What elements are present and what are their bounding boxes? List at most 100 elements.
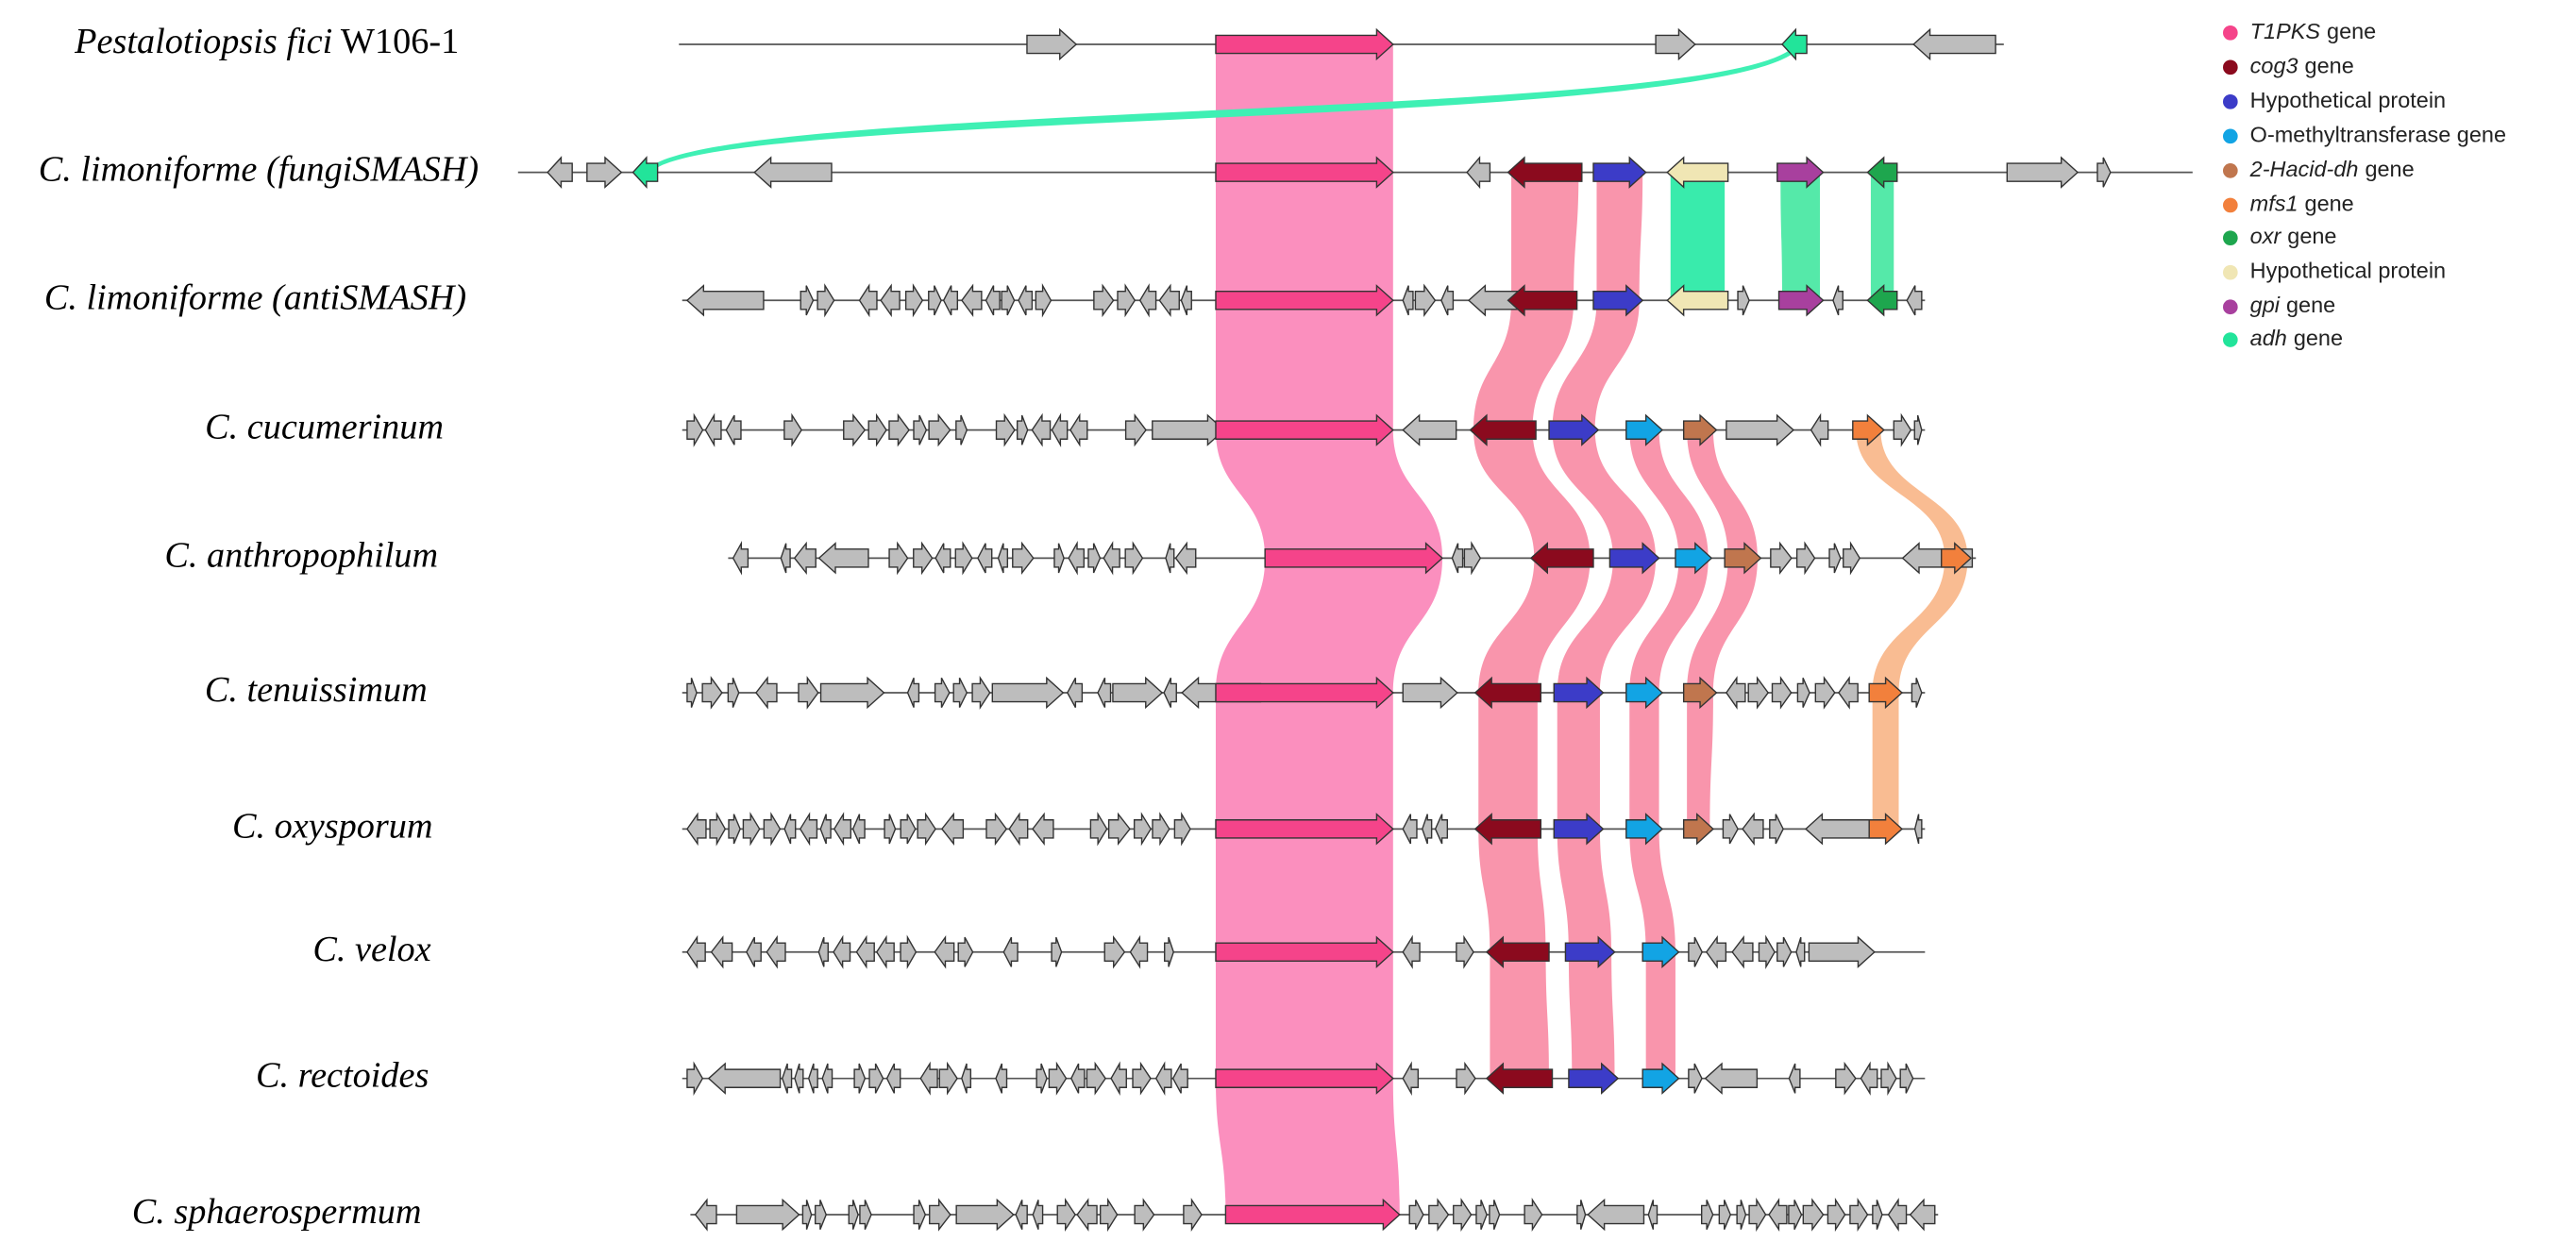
homology-ribbon (1557, 558, 1657, 693)
gene-arrow (1828, 543, 1842, 574)
species-label: C. cucumerinum (205, 407, 444, 446)
homology-ribbon (1670, 172, 1726, 301)
gene-arrow (1051, 412, 1069, 447)
species-name: C. rectoides (256, 1055, 429, 1095)
legend-swatch (2222, 128, 2238, 144)
cluster-gene (1868, 813, 1904, 846)
gene-arrow (701, 676, 723, 710)
homology-ribbon (1511, 172, 1579, 301)
gene-arrow (1001, 285, 1016, 316)
gene-arrow (1133, 812, 1152, 847)
legend-swatch (2222, 264, 2238, 280)
gene-arrow (2096, 157, 2112, 188)
gene-arrow (547, 156, 573, 190)
gene-arrow (1016, 414, 1029, 445)
homology-ribbon (1557, 829, 1612, 952)
gene-arrow (843, 413, 867, 447)
gene-arrow (1031, 412, 1052, 447)
gene-arrow (1748, 1197, 1767, 1233)
gene-arrow (1434, 814, 1449, 845)
legend-label: mfs1 gene (2250, 192, 2354, 216)
gene-arrow (961, 1063, 972, 1094)
pks-gene (1215, 27, 1394, 61)
gene-arrow (1849, 1198, 1869, 1233)
gene-arrow (1402, 285, 1414, 316)
gene-arrow (1008, 812, 1029, 847)
gene-arrow (868, 1063, 884, 1094)
gene-arrow (1402, 1061, 1420, 1096)
cluster-gene (1553, 813, 1605, 846)
legend-label: Hypothetical protein (2250, 259, 2446, 283)
gene-arrow (821, 1063, 833, 1094)
gene-arrow (1722, 814, 1739, 845)
gene-arrow (686, 1061, 704, 1096)
species-name: C. velox (312, 930, 430, 969)
gene-arrow (855, 934, 875, 969)
cluster-gene (631, 156, 659, 190)
species-name: C. limoniforme (fungiSMASH) (39, 149, 479, 189)
gene-arrow (957, 936, 974, 967)
gene-arrow (1069, 412, 1088, 447)
gene-arrow (1097, 678, 1112, 708)
homology-ribbon (1215, 429, 1442, 559)
cluster-gene (1675, 542, 1713, 575)
species-label: C. rectoides (256, 1055, 429, 1095)
gene-arrow (1647, 1200, 1658, 1230)
gene-arrow (1776, 936, 1793, 967)
gene-arrow (808, 1063, 818, 1094)
cluster-gene (1666, 284, 1729, 317)
species-name: C. limoniforme (antiSMASH) (44, 277, 466, 317)
legend-text: Hypothetical protein (2250, 88, 2446, 112)
gene-arrow (961, 283, 983, 318)
gene-arrow (1414, 283, 1437, 318)
gene-arrow (942, 285, 959, 316)
gene-arrow (1832, 285, 1844, 316)
homology-ribbon (1856, 429, 1968, 559)
gene-arrow (746, 936, 762, 967)
gene-arrow (1067, 677, 1084, 708)
species-name: C. tenuissimum (205, 670, 428, 710)
gene-arrow (1726, 413, 1795, 446)
gene-arrow (1408, 1200, 1424, 1231)
pks-gene (1224, 1198, 1401, 1232)
cluster-gene (1564, 935, 1616, 968)
gene-arrow (875, 934, 895, 969)
gene-arrow (1913, 414, 1923, 445)
homology-ribbon (1473, 429, 1591, 559)
gene-arrow (971, 675, 991, 710)
gene-arrow (1456, 934, 1474, 969)
gene-arrow (913, 414, 928, 445)
cluster-gene (1776, 156, 1825, 189)
gene-arrow (1124, 541, 1144, 576)
cluster-gene (1548, 413, 1600, 446)
legend-text: gene (2305, 54, 2354, 78)
gene-arrow (867, 412, 887, 447)
gene-arrow (1796, 678, 1810, 708)
gene-arrow (1913, 814, 1923, 845)
gene-arrow (1899, 1063, 1914, 1094)
gene-arrow (848, 1200, 859, 1230)
homology-ribbon (1490, 951, 1550, 1079)
gene-arrow (995, 1063, 1008, 1094)
pks-gene (1215, 676, 1394, 710)
gene-arrow (1152, 812, 1170, 847)
gene-arrow (906, 678, 920, 708)
cluster-gene (1682, 676, 1718, 710)
legend-label: gpi gene (2250, 293, 2336, 317)
legend-text: gene (2365, 157, 2414, 181)
gene-arrow (710, 935, 733, 969)
species-label: C. tenuissimum (205, 670, 428, 710)
gene-arrow (1035, 282, 1052, 318)
gene-arrow (1475, 1200, 1488, 1230)
species-label: C. oxysporum (232, 806, 432, 846)
homology-ribbon (1568, 951, 1615, 1079)
homology-ribbon (1215, 558, 1442, 693)
gene-arrow (766, 934, 786, 969)
gene-arrow (940, 812, 965, 846)
gene-arrow (817, 936, 829, 967)
gene-arrow (1107, 812, 1131, 846)
cluster-gene (1941, 542, 1973, 575)
